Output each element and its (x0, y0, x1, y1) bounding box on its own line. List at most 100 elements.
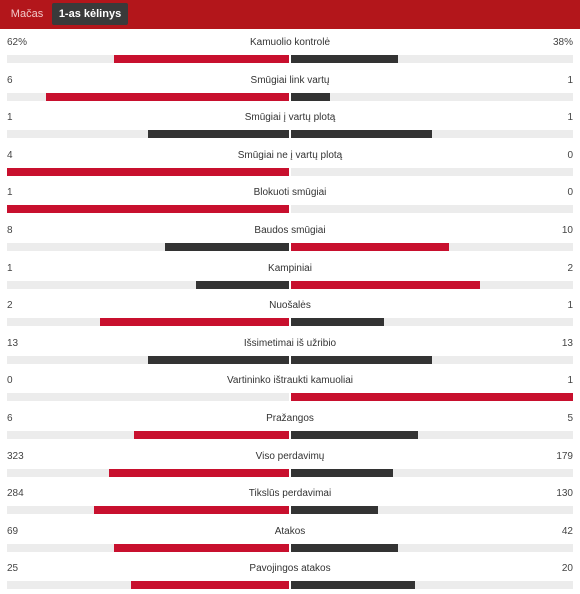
home-bar-track (7, 543, 289, 552)
stat-label: Kamuolio kontrolė (249, 37, 331, 48)
stat-row: 8 Baudos smūgiai 10 (0, 222, 580, 256)
home-value: 323 (7, 450, 24, 462)
home-bar (100, 318, 289, 327)
home-bar-track (7, 581, 289, 590)
home-value: 284 (7, 488, 24, 500)
away-value: 5 (567, 413, 573, 424)
stat-label: Nuošalės (269, 300, 311, 312)
home-bar-track (7, 205, 289, 214)
home-bar (134, 431, 289, 439)
period-tab-bar: Mačas 1-as kėlinys (0, 0, 580, 29)
home-bar (114, 543, 289, 552)
away-bar (291, 543, 398, 552)
stat-label: Baudos smūgiai (254, 225, 326, 236)
home-value: 13 (7, 337, 19, 349)
stat-row: 6 Smūgiai link vartų 1 (0, 72, 580, 106)
stat-row: 69 Atakos 42 (0, 523, 580, 557)
away-value: 1 (567, 112, 573, 124)
stat-row: 62% Kamuolio kontrolė 38% (0, 34, 580, 68)
stat-label: Kampiniai (268, 262, 312, 274)
away-value: 42 (561, 525, 573, 537)
home-bar (7, 205, 289, 214)
stat-label: Smūgiai ne į vartų plotą (237, 149, 343, 161)
away-bar-track (291, 468, 573, 477)
stat-row: 25 Pavojingos atakos 20 (0, 560, 580, 594)
home-bar-track (7, 355, 289, 364)
away-bar-track (291, 55, 573, 63)
away-value: 13 (561, 337, 573, 349)
away-value: 130 (556, 488, 573, 500)
home-bar-track (7, 393, 289, 402)
stat-row: 4 Smūgiai ne į vartų plotą 0 (0, 147, 580, 181)
away-bar-track (291, 543, 573, 552)
away-bar-track (291, 92, 573, 101)
home-bar (46, 92, 289, 101)
away-value: 1 (567, 375, 573, 387)
home-bar-track (7, 243, 289, 251)
stat-row: 284 Tikslūs perdavimai 130 (0, 485, 580, 519)
home-bar (148, 355, 289, 364)
away-bar (291, 355, 432, 364)
away-bar (291, 130, 432, 139)
away-bar (291, 55, 398, 63)
home-bar-track (7, 130, 289, 139)
tab-match[interactable]: Mačas (10, 8, 44, 20)
away-bar-track (291, 205, 573, 214)
stat-row: 2 Nuošalės 1 (0, 297, 580, 331)
home-bar-track (7, 167, 289, 176)
stat-label: Pražangos (266, 413, 314, 424)
away-bar-track (291, 167, 573, 176)
home-bar (109, 468, 289, 477)
away-bar-track (291, 581, 573, 590)
away-bar (291, 581, 415, 590)
away-value: 179 (556, 450, 573, 462)
away-bar (291, 243, 449, 251)
stat-label: Vartininko ištraukti kamuoliai (227, 375, 353, 387)
home-bar (196, 280, 289, 289)
away-value: 20 (561, 563, 573, 575)
away-value: 10 (561, 225, 573, 236)
away-bar-track (291, 431, 573, 439)
home-bar-track (7, 431, 289, 439)
home-value: 1 (7, 187, 13, 199)
home-bar-track (7, 55, 289, 63)
away-bar-track (291, 506, 573, 515)
stat-label: Pavojingos atakos (249, 563, 331, 575)
away-bar-track (291, 318, 573, 327)
home-bar (94, 506, 289, 515)
home-value: 0 (7, 375, 13, 387)
stat-label: Tikslūs perdavimai (248, 488, 332, 500)
away-bar-track (291, 243, 573, 251)
away-value: 0 (567, 149, 573, 161)
away-bar (291, 431, 418, 439)
away-value: 0 (567, 187, 573, 199)
tab-first-half[interactable]: 1-as kėlinys (52, 3, 128, 25)
home-bar (7, 167, 289, 176)
away-bar (291, 280, 480, 289)
away-bar (291, 468, 393, 477)
stat-row: 1 Smūgiai į vartų plotą 1 (0, 109, 580, 143)
home-bar-track (7, 506, 289, 515)
home-bar-track (7, 468, 289, 477)
home-value: 1 (7, 262, 13, 274)
away-value: 38% (552, 37, 573, 48)
stat-row: 0 Vartininko ištraukti kamuoliai 1 (0, 372, 580, 406)
away-bar (291, 92, 330, 101)
home-bar (148, 130, 289, 139)
stat-label: Blokuoti smūgiai (253, 187, 327, 199)
stat-row: 1 Blokuoti smūgiai 0 (0, 184, 580, 218)
stat-label: Viso perdavimų (255, 450, 325, 462)
home-value: 2 (7, 300, 13, 312)
home-value: 6 (7, 413, 13, 424)
away-bar (291, 393, 573, 402)
home-value: 8 (7, 225, 13, 236)
home-bar-track (7, 280, 289, 289)
home-value: 25 (7, 563, 19, 575)
away-bar-track (291, 393, 573, 402)
stat-row: 1 Kampiniai 2 (0, 260, 580, 294)
away-bar (291, 506, 378, 515)
stat-label: Smūgiai link vartų (250, 74, 330, 86)
away-bar (291, 318, 384, 327)
stat-label: Išsimetimai iš užribio (243, 337, 337, 349)
home-bar-track (7, 92, 289, 101)
